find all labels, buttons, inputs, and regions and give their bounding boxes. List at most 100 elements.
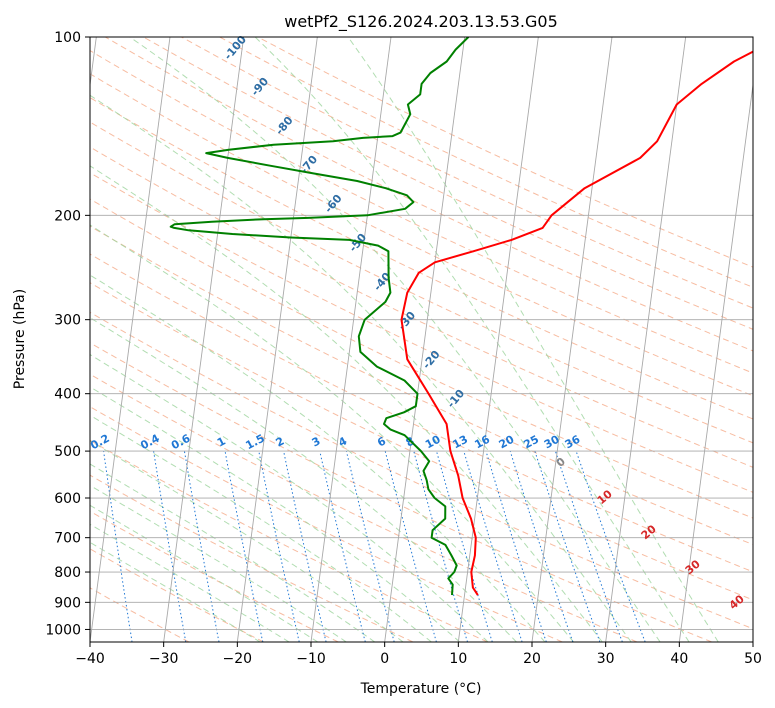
y-axis-label: Pressure (hPa) xyxy=(12,289,28,389)
x-tick-label: −20 xyxy=(223,651,253,667)
grid-lines xyxy=(90,37,753,642)
mixing-ratio-label: 16 xyxy=(472,433,492,452)
background-labels: 0.2 0.4 0.6 1 1.5 2 3 4 6 8 10 13 16 20 25 30 36-100-90-… xyxy=(88,33,747,612)
y-tick-label: 200 xyxy=(54,208,81,224)
series-lines xyxy=(169,37,753,596)
chart-title: wetPf2_S126.2024.203.13.53.G05 xyxy=(284,12,558,32)
dry-adiabat-line xyxy=(90,73,753,397)
mixing-ratio-line xyxy=(509,450,574,642)
x-tick-label: 10 xyxy=(449,651,467,667)
dewpoint-line xyxy=(169,37,470,596)
mixing-ratio-label: 3 xyxy=(310,434,323,449)
moist-adiabat-line xyxy=(90,504,319,642)
moist-adiabat-line xyxy=(90,353,489,642)
isotherm-line xyxy=(531,37,613,642)
mixing-ratio-line xyxy=(554,450,623,642)
mixing-ratio-line xyxy=(103,451,133,642)
moist-adiabat-line xyxy=(90,523,290,642)
moist-adiabat-line xyxy=(254,37,690,642)
isotherm-line xyxy=(236,37,318,642)
theta-e-label: 40 xyxy=(727,592,747,612)
mixing-ratio-line xyxy=(463,450,523,642)
dry-adiabat-line xyxy=(90,198,753,519)
moist-adiabat-line xyxy=(90,484,347,642)
mixing-ratio-label: 30 xyxy=(542,433,562,452)
dry-adiabat-line xyxy=(90,439,488,642)
moist-adiabat-line xyxy=(90,440,404,642)
isotherm-line xyxy=(163,37,245,642)
moist-adiabat-label: -60 xyxy=(322,192,345,216)
dry-adiabat-line xyxy=(90,121,753,444)
mixing-ratio-line xyxy=(224,451,264,642)
x-tick-label: −30 xyxy=(149,651,179,667)
mixing-ratio-line xyxy=(384,450,437,642)
moist-adiabat-line xyxy=(90,94,632,642)
isotherm-line xyxy=(678,81,753,642)
mixing-ratio-label: 4 xyxy=(336,434,349,449)
dry-adiabat-line xyxy=(90,282,753,601)
moist-adiabat-line xyxy=(90,317,517,642)
dry-adiabat-line xyxy=(90,172,753,493)
y-tick-label: 1000 xyxy=(45,622,81,638)
dry-adiabat-line xyxy=(257,37,753,268)
x-tick-label: −40 xyxy=(75,651,105,667)
isotherm-line xyxy=(605,37,687,642)
y-tick-label: 900 xyxy=(54,595,81,611)
dry-adiabat-line xyxy=(90,510,339,642)
y-tick-label: 300 xyxy=(54,313,81,329)
moist-adiabat-line xyxy=(90,463,376,642)
mixing-ratio-line xyxy=(575,450,646,642)
mixing-ratio-label: 2 xyxy=(274,434,287,449)
mixing-ratio-line xyxy=(258,451,300,642)
x-axis-label: Temperature (°C) xyxy=(360,681,482,697)
mixing-ratio-line xyxy=(485,450,547,642)
mixing-ratio-line xyxy=(183,451,220,642)
dry-adiabat-line xyxy=(90,342,712,642)
isotherm-line xyxy=(310,37,392,642)
x-tick-label: 0 xyxy=(380,651,389,667)
y-axis: 100 200 300 400 500 600 700 800 900 1000 xyxy=(45,30,90,638)
mixing-ratio-label: 0.2 xyxy=(88,432,111,453)
dry-adiabat-line xyxy=(104,37,753,352)
dry-adiabat-line xyxy=(90,373,638,642)
mixing-ratio-line xyxy=(534,450,601,642)
dry-adiabat-line xyxy=(90,146,753,468)
mixing-ratio-label: 1.5 xyxy=(243,432,266,453)
dry-adiabat-line xyxy=(90,97,753,420)
isotherm-line xyxy=(90,37,171,642)
moist-adiabat-line xyxy=(90,414,432,642)
dry-adiabat-line xyxy=(90,548,264,642)
theta-e-label: 10 xyxy=(595,487,615,507)
y-tick-label: 500 xyxy=(54,444,81,460)
x-tick-label: 50 xyxy=(744,651,762,667)
mixing-ratio-line xyxy=(283,450,327,642)
plot-frame xyxy=(89,36,754,643)
isotherm-line xyxy=(457,37,539,642)
temperature-line xyxy=(400,50,753,596)
y-tick-label: 800 xyxy=(54,565,81,581)
dry-adiabat-line xyxy=(90,311,753,630)
moist-adiabat-label: -80 xyxy=(273,114,296,138)
moist-adiabat-line xyxy=(90,541,261,642)
dry-adiabat-line xyxy=(181,37,753,309)
mixing-ratio-label: 0.4 xyxy=(138,432,162,453)
mixing-ratio-line xyxy=(153,451,187,642)
mixing-ratio-label: 6 xyxy=(375,434,388,449)
dry-adiabat-line xyxy=(90,406,563,642)
theta-e-label: 0 xyxy=(554,455,568,470)
moist-adiabat-line xyxy=(90,224,574,642)
moist-adiabat-label: -90 xyxy=(248,75,271,99)
dry-adiabat-line xyxy=(90,253,753,573)
isotherm-line xyxy=(90,37,97,89)
mixing-ratio-line xyxy=(413,450,468,642)
y-tick-label: 700 xyxy=(54,531,81,547)
moist-adiabat-line xyxy=(90,274,546,642)
mixing-ratio-label: 10 xyxy=(423,433,443,452)
y-tick-label: 600 xyxy=(54,491,81,507)
mixing-ratio-label: 13 xyxy=(450,433,470,452)
moist-adiabat-line xyxy=(90,386,461,642)
theta-e-label: 30 xyxy=(683,557,703,577)
x-tick-label: 20 xyxy=(523,651,541,667)
moist-adiabat-label: -30 xyxy=(395,309,418,333)
